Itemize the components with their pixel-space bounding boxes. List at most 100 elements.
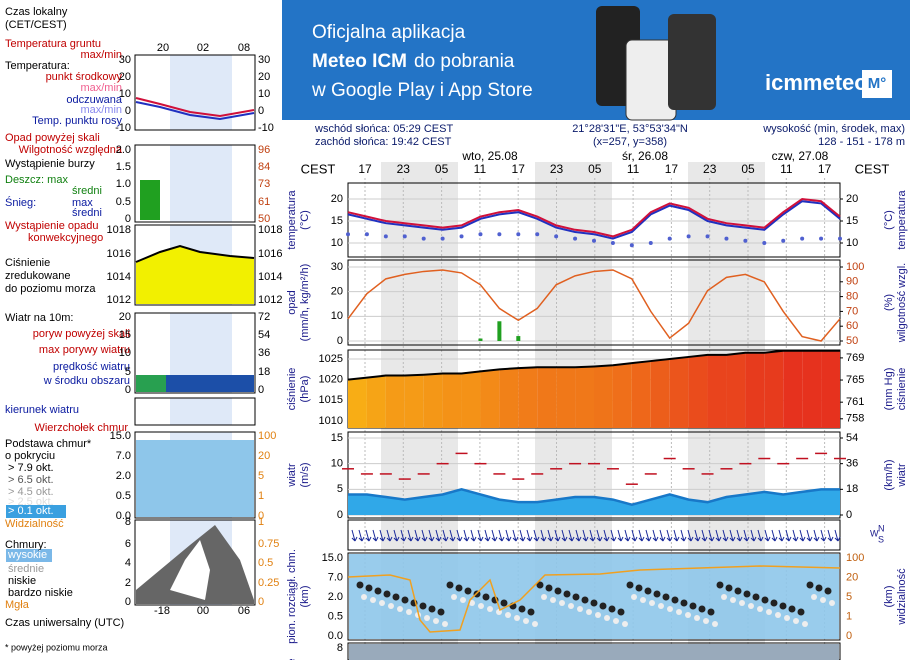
next-bg xyxy=(349,644,839,660)
compass: S xyxy=(878,534,884,544)
cloud-dot xyxy=(752,593,760,601)
legend-text: 54 xyxy=(258,329,270,341)
wind-arrow xyxy=(827,529,834,542)
y2-tick-label: 769 xyxy=(846,352,864,364)
label: wysokość (min, środek, max) xyxy=(762,123,905,135)
axis-title: ciśnienie xyxy=(286,368,298,411)
cloud-dot xyxy=(694,615,700,621)
wind-arrow xyxy=(526,529,533,542)
dew-point xyxy=(610,241,615,245)
dew-point xyxy=(743,238,748,243)
cloud-dot xyxy=(478,603,484,609)
legend-text: 72 xyxy=(258,311,270,323)
legend-text: 0 xyxy=(258,510,264,522)
legend-text: Czas uniwersalny (UTC) xyxy=(5,617,124,629)
wind-arrow xyxy=(358,529,365,542)
legend-text: 15.0 xyxy=(110,430,131,442)
hour-label: 17 xyxy=(358,162,372,176)
pressure-area xyxy=(575,366,594,428)
y2-tick-label: 0 xyxy=(846,630,852,642)
pressure-area xyxy=(385,375,405,428)
legend-text: 0 xyxy=(258,384,264,396)
y-tick-label: 30 xyxy=(331,261,343,273)
wind-arrow xyxy=(484,529,491,542)
cloud-dot xyxy=(451,594,457,600)
legend-text: 0.25 xyxy=(258,577,279,589)
panel-frame xyxy=(347,431,841,519)
cloud-dot xyxy=(550,597,556,603)
hour-label: 11 xyxy=(474,162,487,176)
wind-arrow xyxy=(701,529,708,542)
hour-label: 05 xyxy=(741,162,755,176)
y-tick-label: 20 xyxy=(331,286,343,298)
legend-text: 10 xyxy=(119,88,131,100)
y2-tick-label: 20 xyxy=(846,571,858,583)
wind-arrow xyxy=(694,529,701,542)
mini-frame xyxy=(134,54,256,131)
y2-tick-label: 70 xyxy=(846,305,858,317)
dew-point xyxy=(781,238,786,243)
legend-text: konwekcyjnego xyxy=(28,232,103,244)
cloud-dot xyxy=(820,597,826,603)
cloud-dot xyxy=(577,606,583,612)
cloud-dot xyxy=(608,605,616,613)
legend-text: 0.0 xyxy=(116,510,131,522)
cloud-dot xyxy=(460,597,466,603)
legend-text: 2 xyxy=(125,577,131,589)
y2-tick-label: 18 xyxy=(846,483,858,495)
content: Oficjalna aplikacja Meteo ICM do pobrania w… xyxy=(5,6,908,660)
cloud-dot xyxy=(757,606,763,612)
wind-arrow xyxy=(547,529,554,542)
y2-tick-label: 50 xyxy=(846,335,858,347)
legend-text: 0 xyxy=(125,105,131,117)
legend-text: Wilgotność względna xyxy=(19,144,123,156)
y-tick-label: 15 xyxy=(331,215,343,227)
legend-text: Czas lokalny xyxy=(5,6,68,18)
cloud-dot xyxy=(797,608,805,616)
compass: N xyxy=(878,523,885,533)
cloud-dot xyxy=(487,606,493,612)
cloud-dot xyxy=(626,581,634,589)
legend-text: 06 xyxy=(238,605,250,617)
mini-frame xyxy=(134,224,256,306)
legend-text: -10 xyxy=(258,122,274,134)
wind-arrow xyxy=(456,529,463,542)
wind-arrow xyxy=(645,529,652,542)
cloud-dot xyxy=(689,602,697,610)
pressure-area xyxy=(802,350,822,428)
mini-bg xyxy=(170,145,232,222)
temperature-line xyxy=(347,197,841,238)
cloud-dot xyxy=(406,609,412,615)
cloud-dot xyxy=(703,618,709,624)
hour-label: 23 xyxy=(550,162,564,176)
legend-text: > 7.9 okt. xyxy=(8,462,54,474)
legend-text: max/min xyxy=(80,104,122,116)
hour-label: 17 xyxy=(665,162,679,176)
wind-arrow xyxy=(834,529,841,542)
dew-point xyxy=(535,232,540,237)
wind-arrow xyxy=(407,529,414,542)
legend-text: max/min xyxy=(80,82,122,94)
mini-bg xyxy=(170,398,232,425)
cloud-dot xyxy=(680,599,688,607)
label: wschód słońca: 05:29 CEST xyxy=(314,123,453,135)
compass: W xyxy=(870,528,879,538)
legend-text: 18 xyxy=(258,366,270,378)
axis-title: ciśnienie xyxy=(896,368,908,411)
cloud-dot xyxy=(712,621,718,627)
y-tick-label: 15 xyxy=(331,432,343,444)
cloud-dot xyxy=(698,605,706,613)
legend-text: do poziomu morza xyxy=(5,283,96,295)
cloud-dot xyxy=(730,597,736,603)
legend-text: 20 xyxy=(157,42,169,54)
legend-text: średni xyxy=(72,207,102,219)
wind-arrow xyxy=(470,529,477,542)
cloud-dot xyxy=(590,599,598,607)
axis-title: (mm Hg) xyxy=(883,368,895,411)
legend-text: 20 xyxy=(258,71,270,83)
legend-text: wysokie xyxy=(7,549,47,561)
wind-arrow xyxy=(610,529,617,542)
y-tick-label: 1015 xyxy=(319,394,343,406)
cloud-dot xyxy=(617,608,625,616)
